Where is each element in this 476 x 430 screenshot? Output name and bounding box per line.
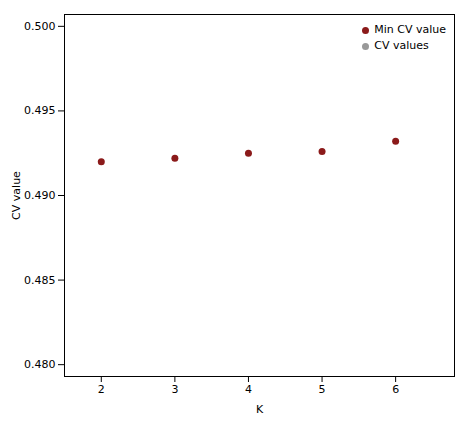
svg-text:0.500: 0.500: [24, 20, 56, 33]
svg-text:2: 2: [98, 383, 105, 396]
svg-text:5: 5: [319, 383, 326, 396]
svg-text:0.495: 0.495: [24, 104, 56, 117]
svg-text:0.485: 0.485: [24, 274, 56, 287]
svg-text:0.490: 0.490: [24, 189, 56, 202]
svg-text:CV value: CV value: [10, 171, 23, 220]
svg-text:0.480: 0.480: [24, 358, 56, 371]
html-text:CV values: CV values: [374, 39, 429, 52]
html-text:Min CV value: Min CV value: [374, 23, 446, 36]
svg-text:6: 6: [392, 383, 399, 396]
svg-text:3: 3: [171, 383, 178, 396]
svg-text:K: K: [256, 403, 264, 416]
svg-text:4: 4: [245, 383, 252, 396]
